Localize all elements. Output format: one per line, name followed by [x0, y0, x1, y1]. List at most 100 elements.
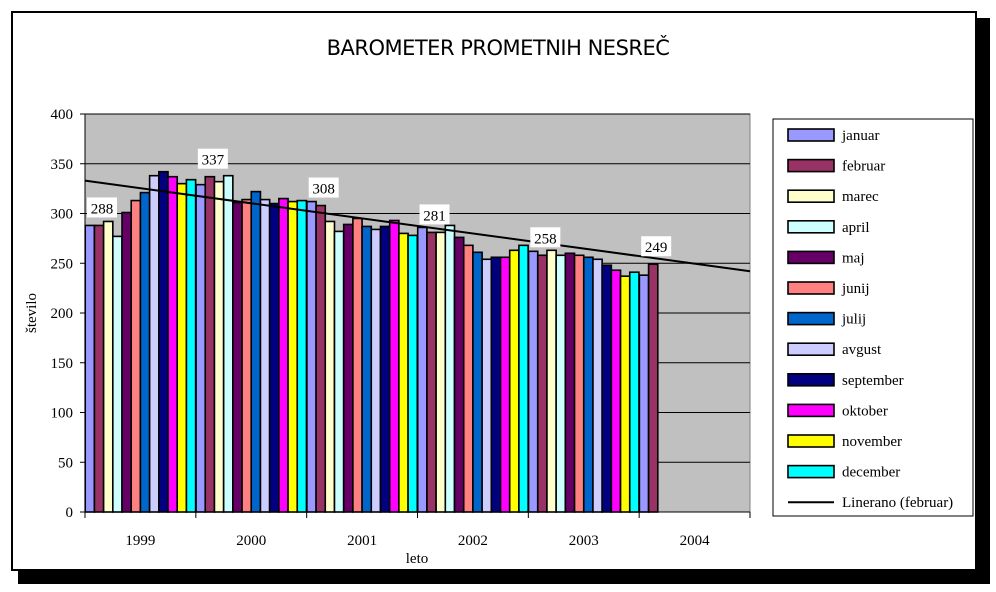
data-label: 337	[202, 153, 225, 169]
x-tick-label: 2002	[458, 533, 488, 549]
bar	[407, 234, 419, 513]
bar	[426, 231, 437, 513]
bar	[259, 198, 271, 513]
bar	[610, 269, 622, 513]
legend-label: april	[842, 220, 870, 236]
legend-label: december	[842, 465, 900, 481]
bar	[462, 244, 474, 513]
bar	[379, 225, 391, 513]
y-tick-label: 0	[66, 505, 74, 521]
data-label: 258	[534, 231, 557, 247]
x-axis-label: leto	[406, 551, 429, 567]
bar	[278, 197, 289, 513]
legend-label: maj	[842, 250, 865, 266]
y-tick-label: 50	[58, 455, 73, 471]
data-label: 281	[423, 208, 446, 224]
bar	[490, 256, 502, 513]
legend-label: februar	[842, 159, 885, 175]
bar	[573, 254, 585, 513]
bar	[176, 182, 188, 513]
y-tick-label: 400	[51, 107, 74, 123]
bar	[324, 220, 336, 513]
legend-swatch	[787, 158, 835, 173]
bar	[112, 235, 123, 513]
bar	[167, 175, 179, 513]
y-axis-label: število	[24, 293, 40, 333]
bar	[582, 256, 594, 513]
bar	[268, 202, 280, 513]
x-tick-label: 2004	[680, 533, 711, 549]
bar	[592, 258, 603, 513]
legend-swatch	[787, 464, 835, 479]
bar	[306, 200, 317, 513]
bar	[444, 224, 456, 513]
bar	[546, 249, 557, 513]
bar	[352, 217, 363, 513]
bar	[370, 228, 382, 513]
legend-label: november	[842, 434, 902, 450]
bar	[601, 264, 613, 513]
data-label-bg	[87, 197, 118, 218]
bar	[158, 170, 169, 513]
data-labels: 288 337 308 281 258 249	[87, 148, 672, 257]
bar	[619, 275, 631, 513]
trendline	[84, 179, 751, 273]
y-tick-label: 250	[51, 256, 74, 272]
bar	[388, 219, 400, 513]
data-label-bg	[419, 204, 450, 225]
bar	[222, 174, 234, 513]
bar	[416, 226, 428, 513]
axes: 0 50 100 150 200 250 300 350 400 1999 2000 2001 2002…	[51, 107, 751, 549]
bar	[250, 190, 262, 513]
bar	[287, 200, 299, 513]
legend: januar februar marec april maj junij julij avgu…	[787, 128, 953, 511]
legend-swatch	[787, 311, 835, 326]
legend-label: marec	[842, 189, 879, 205]
bar	[518, 244, 529, 513]
bar	[232, 201, 243, 513]
legend-swatch	[787, 281, 835, 295]
x-tick-label: 2003	[569, 533, 599, 549]
x-tick-label: 1999	[125, 533, 155, 549]
y-tick-label: 200	[51, 306, 74, 322]
bar	[333, 230, 345, 513]
bar	[195, 183, 207, 513]
bar	[296, 199, 308, 513]
legend-label: junij	[841, 281, 870, 297]
legend-label-trendline: Linerano (februar)	[842, 495, 953, 511]
bar	[628, 271, 640, 513]
bar	[472, 251, 483, 513]
y-tick-label: 350	[51, 157, 74, 173]
bar	[536, 254, 548, 513]
data-label: 308	[312, 182, 335, 198]
bar	[84, 224, 96, 513]
x-tick-label: 2000	[236, 533, 266, 549]
bar	[481, 258, 493, 513]
bar	[342, 223, 354, 513]
legend-label: januar	[841, 128, 879, 144]
legend-label: julij	[841, 312, 866, 328]
y-tick-label: 150	[51, 356, 74, 372]
bar	[213, 180, 225, 513]
bar	[185, 178, 197, 513]
data-label: 249	[645, 240, 668, 256]
bar	[121, 211, 133, 513]
legend-label: oktober	[842, 403, 888, 419]
legend-label: avgust	[842, 342, 882, 358]
bar	[102, 220, 114, 513]
data-label: 288	[91, 201, 114, 217]
legend-swatch	[787, 250, 835, 265]
bar	[527, 250, 539, 513]
bar	[148, 174, 160, 513]
bar	[139, 191, 151, 513]
legend-swatch	[787, 189, 835, 203]
legend-swatch	[787, 342, 835, 357]
bar	[647, 263, 659, 513]
bar	[453, 236, 465, 513]
y-tick-label: 100	[51, 406, 74, 422]
data-label-bg	[308, 177, 339, 198]
bar	[241, 198, 253, 513]
legend-swatch	[787, 372, 835, 387]
x-tick-label: 2001	[347, 533, 377, 549]
